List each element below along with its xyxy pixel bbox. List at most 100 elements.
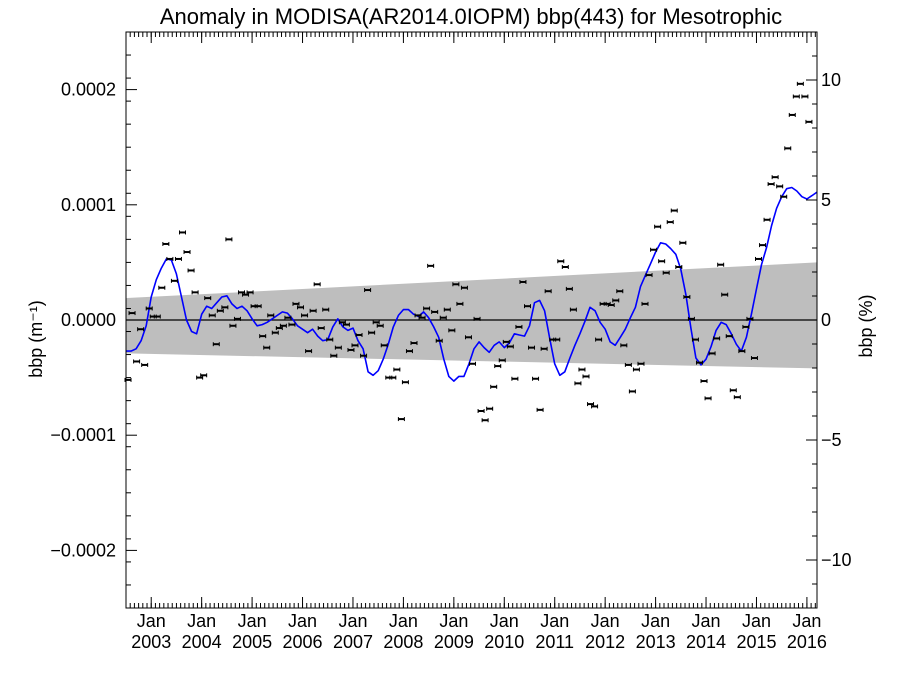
monthly-anomaly-point bbox=[654, 224, 662, 229]
monthly-anomaly-point bbox=[641, 301, 649, 306]
x-tick-year-label: 2006 bbox=[283, 632, 323, 652]
x-tick-month-label: Jan bbox=[490, 611, 519, 631]
monthly-anomaly-point bbox=[612, 298, 620, 303]
monthly-anomaly-point bbox=[532, 376, 540, 381]
monthly-anomaly-point bbox=[582, 374, 590, 379]
monthly-anomaly-point bbox=[200, 373, 208, 378]
monthly-anomaly-point bbox=[452, 282, 460, 287]
monthly-anomaly-point bbox=[506, 344, 514, 349]
x-tick-year-label: 2009 bbox=[434, 632, 474, 652]
monthly-anomaly-point bbox=[187, 268, 195, 273]
monthly-anomaly-point bbox=[464, 335, 472, 340]
monthly-anomaly-point bbox=[675, 265, 683, 270]
monthly-anomaly-point bbox=[473, 316, 481, 321]
x-tick-month-label: Jan bbox=[540, 611, 569, 631]
uncertainty-band bbox=[126, 262, 817, 369]
left-tick-label: 0.0000 bbox=[61, 310, 116, 330]
monthly-anomaly-point bbox=[183, 250, 191, 255]
monthly-anomaly-point bbox=[456, 301, 464, 306]
x-tick-year-label: 2012 bbox=[585, 632, 625, 652]
right-tick-label: 0 bbox=[821, 310, 831, 330]
monthly-anomaly-point bbox=[334, 345, 342, 350]
monthly-anomaly-point bbox=[763, 217, 771, 222]
monthly-anomaly-point bbox=[469, 361, 477, 366]
monthly-anomaly-point bbox=[792, 94, 800, 99]
monthly-anomaly-point bbox=[523, 304, 531, 309]
monthly-anomaly-point bbox=[725, 334, 733, 339]
monthly-anomaly-point bbox=[405, 349, 413, 354]
monthly-anomaly-point bbox=[376, 323, 384, 328]
monthly-anomaly-point bbox=[267, 313, 275, 318]
monthly-anomaly-point bbox=[128, 311, 136, 316]
monthly-anomaly-point bbox=[607, 303, 615, 308]
monthly-anomaly-point bbox=[460, 285, 468, 290]
monthly-anomaly-point bbox=[368, 330, 376, 335]
monthly-anomaly-point bbox=[616, 289, 624, 294]
monthly-anomaly-point bbox=[687, 316, 695, 321]
monthly-anomaly-point bbox=[393, 367, 401, 372]
monthly-anomaly-point bbox=[620, 343, 628, 348]
monthly-anomaly-point bbox=[519, 279, 527, 284]
monthly-anomaly-point bbox=[427, 263, 435, 268]
smoothed-line-layer bbox=[126, 186, 818, 382]
monthly-anomaly-point bbox=[536, 407, 544, 412]
monthly-anomaly-point bbox=[658, 259, 666, 264]
left-tick-label: 0.0001 bbox=[61, 195, 116, 215]
x-tick-year-label: 2010 bbox=[484, 632, 524, 652]
x-tick-year-label: 2016 bbox=[787, 632, 827, 652]
monthly-anomaly-point bbox=[330, 353, 338, 358]
monthly-anomaly-point bbox=[502, 339, 510, 344]
monthly-anomaly-point bbox=[780, 194, 788, 199]
monthly-anomaly-point bbox=[624, 362, 632, 367]
monthly-anomaly-point bbox=[490, 384, 498, 389]
monthly-anomaly-point bbox=[481, 418, 489, 423]
monthly-anomaly-point bbox=[796, 81, 804, 86]
monthly-anomaly-point bbox=[662, 270, 670, 275]
x-tick-month-label: Jan bbox=[591, 611, 620, 631]
monthly-anomaly-point bbox=[259, 334, 267, 339]
monthly-anomaly-point bbox=[271, 330, 279, 335]
monthly-anomaly-point bbox=[746, 316, 754, 321]
monthly-anomaly-point bbox=[784, 146, 792, 151]
smoothed-anomaly-line bbox=[126, 186, 818, 382]
left-tick-label: 0.0002 bbox=[61, 80, 116, 100]
monthly-anomaly-point bbox=[528, 345, 536, 350]
monthly-anomaly-point bbox=[204, 296, 212, 301]
monthly-anomaly-point bbox=[704, 396, 712, 401]
monthly-anomaly-point bbox=[216, 308, 224, 313]
monthly-anomaly-point bbox=[254, 304, 262, 309]
monthly-anomaly-point bbox=[322, 307, 330, 312]
monthly-anomaly-point bbox=[208, 313, 216, 318]
monthly-anomaly-point bbox=[360, 353, 368, 358]
monthly-anomaly-point bbox=[591, 404, 599, 409]
monthly-anomaly-point bbox=[540, 346, 548, 351]
monthly-anomaly-point bbox=[351, 343, 359, 348]
x-tick-month-label: Jan bbox=[692, 611, 721, 631]
monthly-anomaly-point bbox=[742, 324, 750, 329]
monthly-anomaly-point bbox=[342, 322, 350, 327]
monthly-anomaly-point bbox=[700, 379, 708, 384]
monthly-anomaly-point bbox=[229, 323, 237, 328]
monthly-anomaly-point bbox=[166, 256, 174, 261]
monthly-anomaly-point bbox=[288, 322, 296, 327]
monthly-anomaly-point bbox=[729, 388, 737, 393]
monthly-anomaly-point bbox=[515, 324, 523, 329]
monthly-anomaly-point bbox=[645, 273, 653, 278]
x-tick-year-label: 2004 bbox=[182, 632, 222, 652]
monthly-anomaly-point bbox=[695, 360, 703, 365]
monthly-anomaly-point bbox=[178, 230, 186, 235]
monthly-anomaly-point bbox=[713, 336, 721, 341]
monthly-anomaly-point bbox=[145, 306, 153, 311]
monthly-anomaly-point bbox=[221, 305, 229, 310]
monthly-anomaly-point bbox=[708, 351, 716, 356]
monthly-anomaly-point bbox=[246, 290, 254, 295]
monthly-anomaly-point bbox=[380, 343, 388, 348]
monthly-points-layer bbox=[124, 81, 813, 423]
monthly-anomaly-point bbox=[389, 375, 397, 380]
monthly-anomaly-point bbox=[401, 380, 409, 385]
monthly-anomaly-point bbox=[305, 349, 313, 354]
monthly-anomaly-point bbox=[650, 247, 658, 252]
monthly-anomaly-point bbox=[595, 337, 603, 342]
monthly-anomaly-point bbox=[212, 342, 220, 347]
monthly-anomaly-point bbox=[679, 240, 687, 245]
